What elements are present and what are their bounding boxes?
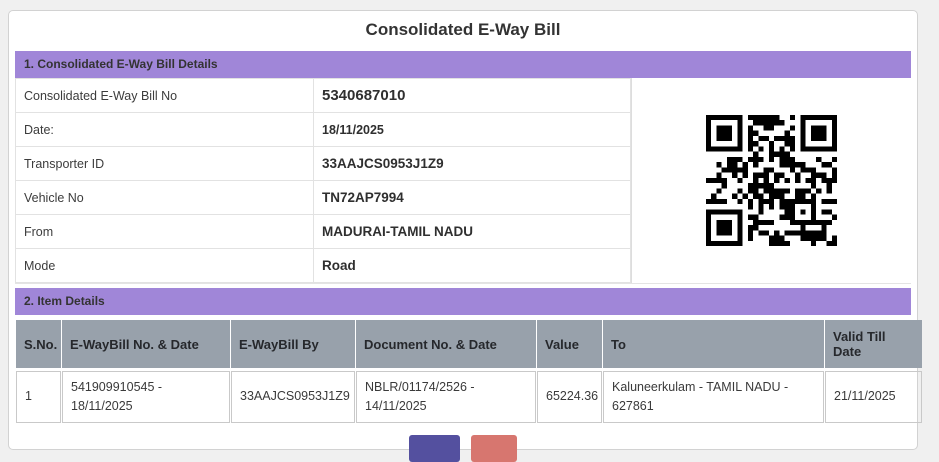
footer-actions xyxy=(15,435,911,462)
detail-label-ewb-no: Consolidated E-Way Bill No xyxy=(15,78,314,113)
detail-label-from: From xyxy=(15,214,314,249)
item-value: 65224.36 xyxy=(537,371,602,423)
qr-code-panel xyxy=(631,78,911,283)
section-header-consolidated-details: 1. Consolidated E-Way Bill Details xyxy=(15,51,911,78)
col-header-value: Value xyxy=(537,320,602,368)
table-row: Date: 18/11/2025 xyxy=(15,112,631,147)
detail-label-vehicle-no: Vehicle No xyxy=(15,180,314,215)
detail-value-vehicle-no: TN72AP7994 xyxy=(313,180,631,215)
item-document-no-date: NBLR/01174/2526 - 14/11/2025 xyxy=(356,371,536,423)
table-row: Vehicle No TN72AP7994 xyxy=(15,180,631,215)
consolidated-details-section: Consolidated E-Way Bill No 5340687010 Da… xyxy=(15,78,911,284)
consolidated-details-table: Consolidated E-Way Bill No 5340687010 Da… xyxy=(15,78,631,283)
qr-code-icon xyxy=(706,115,837,246)
primary-action-button[interactable] xyxy=(409,435,461,462)
detail-label-mode: Mode xyxy=(15,248,314,283)
secondary-action-button[interactable] xyxy=(470,435,517,462)
col-header-ewaybill-no-date: E-WayBill No. & Date xyxy=(62,320,230,368)
detail-value-date: 18/11/2025 xyxy=(313,112,631,147)
col-header-valid-till-date: Valid Till Date xyxy=(825,320,922,368)
col-header-document-no-date: Document No. & Date xyxy=(356,320,536,368)
col-header-ewaybill-by: E-WayBill By xyxy=(231,320,355,368)
item-ewaybill-no-date: 541909910545 - 18/11/2025 xyxy=(62,371,230,423)
table-row: Consolidated E-Way Bill No 5340687010 xyxy=(15,78,631,113)
detail-label-date: Date: xyxy=(15,112,314,147)
item-valid-till-date: 21/11/2025 xyxy=(825,371,922,423)
table-header-row: S.No. E-WayBill No. & Date E-WayBill By … xyxy=(16,320,922,368)
col-header-sno: S.No. xyxy=(16,320,61,368)
table-row: Transporter ID 33AAJCS0953J1Z9 xyxy=(15,146,631,181)
eway-bill-card: Consolidated E-Way Bill 1. Consolidated … xyxy=(8,10,922,462)
table-row: 1 541909910545 - 18/11/2025 33AAJCS0953J… xyxy=(16,371,922,423)
detail-value-mode: Road xyxy=(313,248,631,283)
item-details-table: S.No. E-WayBill No. & Date E-WayBill By … xyxy=(15,317,923,426)
detail-value-from: MADURAI-TAMIL NADU xyxy=(313,214,631,249)
section-header-item-details: 2. Item Details xyxy=(15,288,911,315)
detail-value-ewb-no: 5340687010 xyxy=(313,78,631,113)
page-title: Consolidated E-Way Bill xyxy=(365,20,561,39)
detail-value-transporter-id: 33AAJCS0953J1Z9 xyxy=(313,146,631,181)
table-row: From MADURAI-TAMIL NADU xyxy=(15,214,631,249)
table-row: Mode Road xyxy=(15,248,631,283)
item-ewaybill-by: 33AAJCS0953J1Z9 xyxy=(231,371,355,423)
detail-label-transporter-id: Transporter ID xyxy=(15,146,314,181)
item-sno: 1 xyxy=(16,371,61,423)
item-to: Kaluneerkulam - TAMIL NADU - 627861 xyxy=(603,371,824,423)
col-header-to: To xyxy=(603,320,824,368)
